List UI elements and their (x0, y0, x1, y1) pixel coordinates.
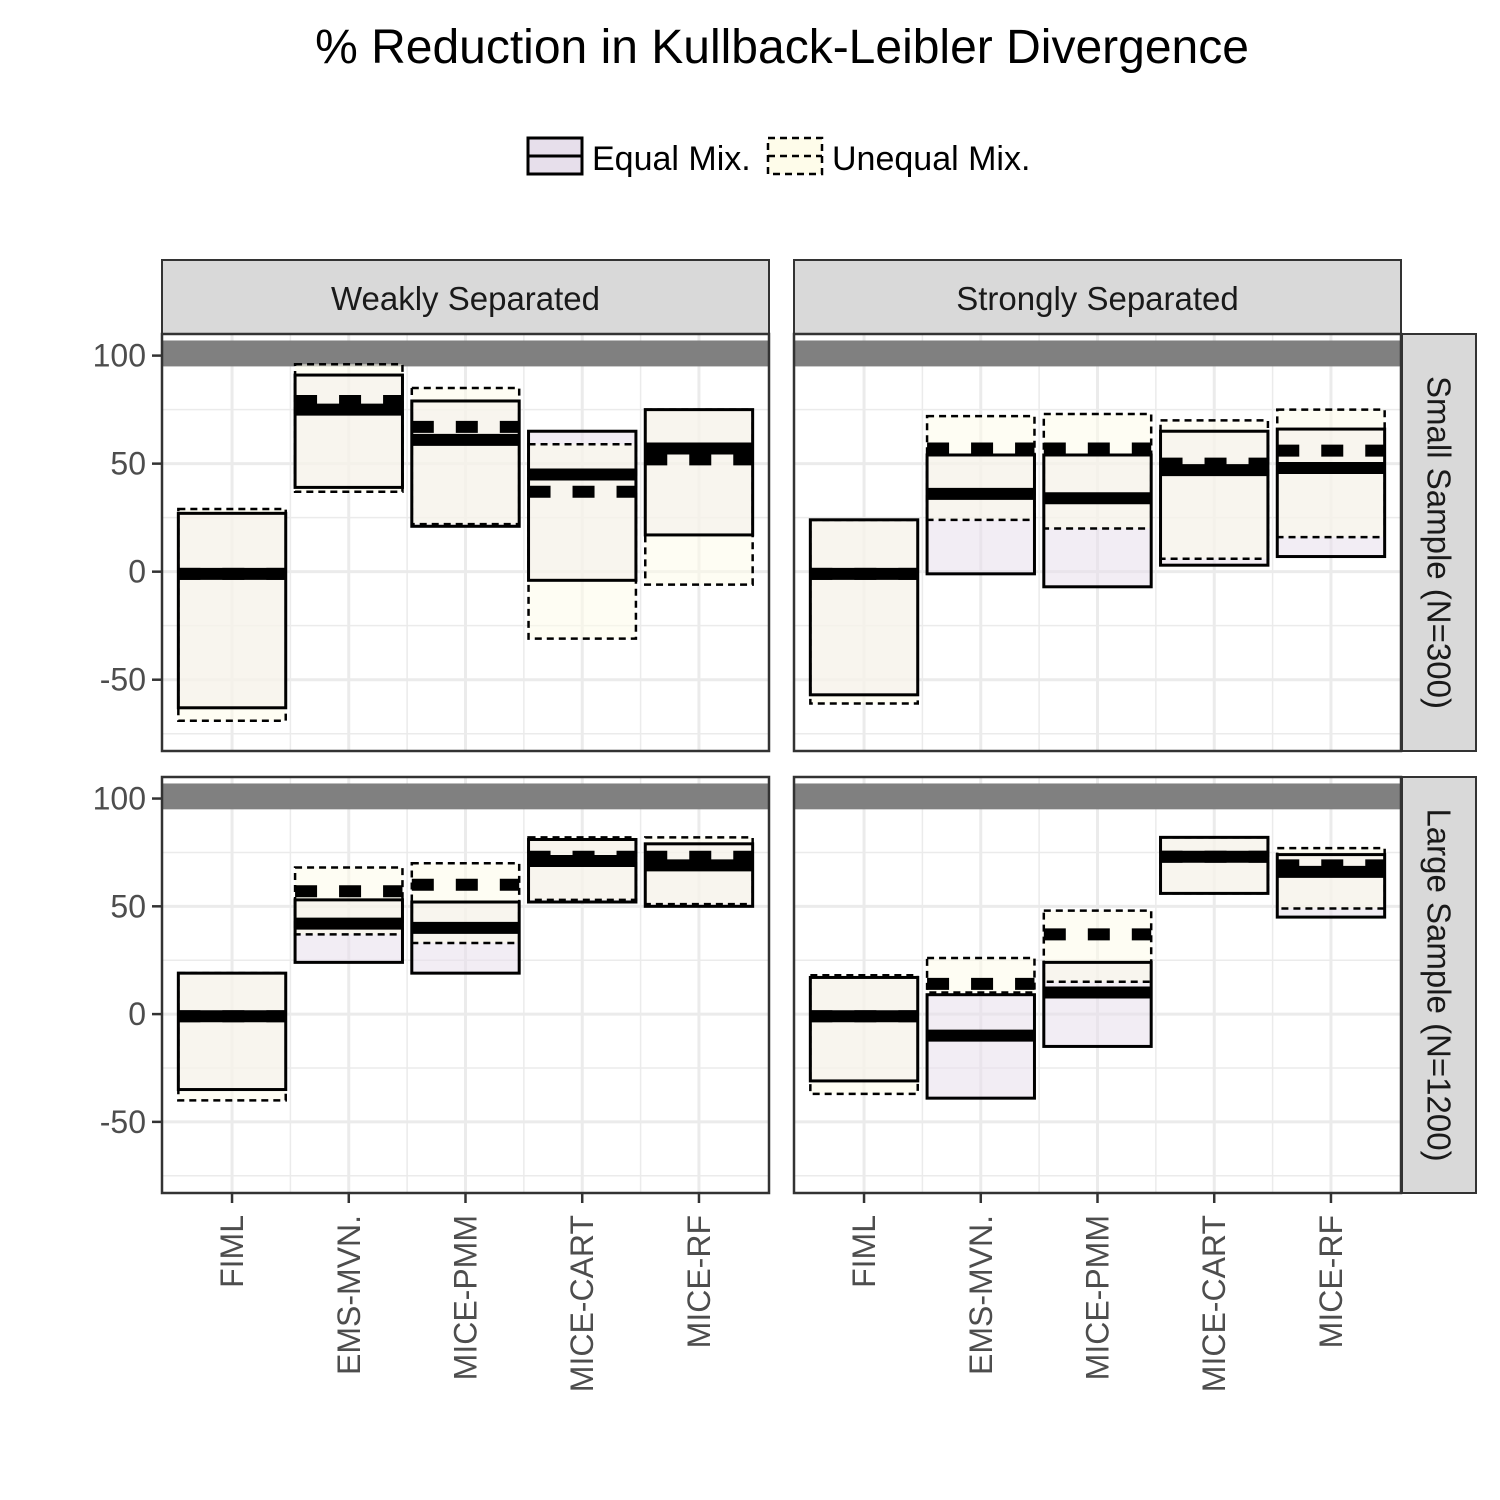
box-fill-unequal-mix-fiml (810, 975, 918, 1094)
box-unequal-mix-mice-cart (1159, 836, 1270, 895)
box-fill-unequal-mix-ems-mvn (295, 364, 403, 492)
y-tick-label: -50 (100, 1104, 146, 1140)
x-tick-label-mice-rf: MICE-RF (1313, 1215, 1349, 1348)
panel-strongly-separated-small-sample-n-300 (792, 332, 1403, 753)
box-unequal-mix-mice-cart (527, 442, 638, 640)
y-tick-label: 0 (128, 996, 146, 1032)
box-unequal-mix-mice-rf (644, 836, 754, 906)
box-unequal-mix-mice-rf (1276, 846, 1386, 910)
x-tick-label-fiml: FIML (214, 1215, 250, 1288)
box-fill-unequal-mix-mice-pmm (1043, 413, 1152, 529)
panel-border (792, 332, 1403, 753)
box-unequal-mix-fiml (177, 507, 287, 723)
y-tick-label: 50 (110, 446, 146, 482)
strip-label-large-sample-n-1200: Large Sample (N=1200) (1421, 808, 1458, 1161)
box-fill-unequal-mix-ems-mvn (927, 416, 1035, 520)
box-fill-unequal-mix-mice-cart (1160, 420, 1268, 559)
box-fill-equal-mix-ems-mvn (927, 994, 1035, 1099)
reference-band (794, 340, 1401, 367)
x-tick-label-ems-mvn: EMS-MVN. (963, 1215, 999, 1375)
box-fill-unequal-mix-fiml (178, 509, 286, 721)
panel-weakly-separated-large-sample-n-1200: -50 0 50 100 FIML EMS-MVN. MICE-PMM MICE-CART MI… (93, 775, 771, 1392)
legend-label-equal-mix: Equal Mix. (592, 140, 751, 178)
box-unequal-mix-mice-pmm (410, 861, 521, 945)
box-unequal-mix-mice-pmm (1042, 412, 1153, 530)
x-tick-label-mice-pmm: MICE-PMM (448, 1215, 484, 1380)
box-unequal-mix-ems-mvn (293, 866, 404, 936)
legend-label-unequal-mix: Unequal Mix. (832, 140, 1030, 178)
box-fill-unequal-mix-mice-rf (645, 409, 753, 585)
chart-title: % Reduction in Kullback-Leibler Divergen… (315, 21, 1249, 74)
box-fill-unequal-mix-fiml (178, 973, 286, 1101)
box-unequal-mix-mice-cart (527, 836, 638, 902)
y-tick-label: 50 (110, 888, 146, 924)
box-unequal-mix-fiml (809, 974, 919, 1096)
box-unequal-mix-mice-rf (644, 408, 754, 586)
box-unequal-mix-ems-mvn (293, 362, 404, 493)
y-tick-label: -50 (100, 662, 146, 698)
reference-band (794, 783, 1401, 810)
y-tick-label: 100 (93, 338, 146, 374)
x-tick-label-mice-pmm: MICE-PMM (1080, 1215, 1116, 1380)
box-unequal-mix-fiml (177, 971, 287, 1102)
legend: Equal Mix. Unequal Mix. (526, 136, 1030, 178)
box-equal-mix-ems-mvn (925, 993, 1036, 1100)
x-tick-label-mice-cart: MICE-CART (1196, 1215, 1232, 1392)
box-fill-unequal-mix-mice-rf (1277, 848, 1385, 909)
panel-border (160, 332, 771, 753)
panel-weakly-separated-small-sample-n-300: -50 0 50 100 (93, 332, 771, 753)
box-fill-unequal-mix-mice-pmm (1043, 910, 1152, 982)
box-unequal-mix-fiml (809, 518, 919, 705)
box-unequal-mix-mice-pmm (1042, 909, 1153, 984)
x-tick-label-ems-mvn: EMS-MVN. (331, 1215, 367, 1375)
box-unequal-mix-mice-cart (1159, 419, 1270, 560)
strip-small-sample-n-300 (1401, 333, 1477, 752)
x-tick-label-mice-rf: MICE-RF (681, 1215, 717, 1348)
reference-band (162, 340, 769, 367)
facet-panels: Weakly Separated Strongly Separated Small … (93, 259, 1477, 1392)
box-fill-unequal-mix-mice-pmm (411, 388, 520, 525)
box-unequal-mix-mice-pmm (410, 386, 521, 526)
reference-band (162, 783, 769, 810)
strip-large-sample-n-1200 (1401, 776, 1477, 1194)
x-tick-label-mice-cart: MICE-CART (564, 1215, 600, 1392)
x-tick-label-fiml: FIML (846, 1215, 882, 1288)
box-fill-unequal-mix-fiml (810, 519, 918, 704)
strip-label-strongly-separated: Strongly Separated (956, 280, 1239, 317)
box-fill-unequal-mix-mice-cart (1160, 837, 1268, 894)
box-equal-mix-mice-pmm (1042, 960, 1153, 1048)
box-unequal-mix-ems-mvn (925, 414, 1036, 522)
panel-strongly-separated-large-sample-n-1200: FIML EMS-MVN. MICE-PMM MICE-CART MICE-RF (792, 775, 1403, 1392)
y-tick-label: 100 (93, 781, 146, 817)
box-unequal-mix-mice-rf (1276, 408, 1386, 539)
box-fill-unequal-mix-mice-cart (528, 837, 636, 900)
strip-label-weakly-separated: Weakly Separated (331, 280, 600, 317)
box-unequal-mix-ems-mvn (925, 956, 1036, 994)
strip-strongly-separated (793, 259, 1402, 335)
strip-label-small-sample-n-300: Small Sample (N=300) (1421, 376, 1458, 709)
y-tick-label: 0 (128, 554, 146, 590)
